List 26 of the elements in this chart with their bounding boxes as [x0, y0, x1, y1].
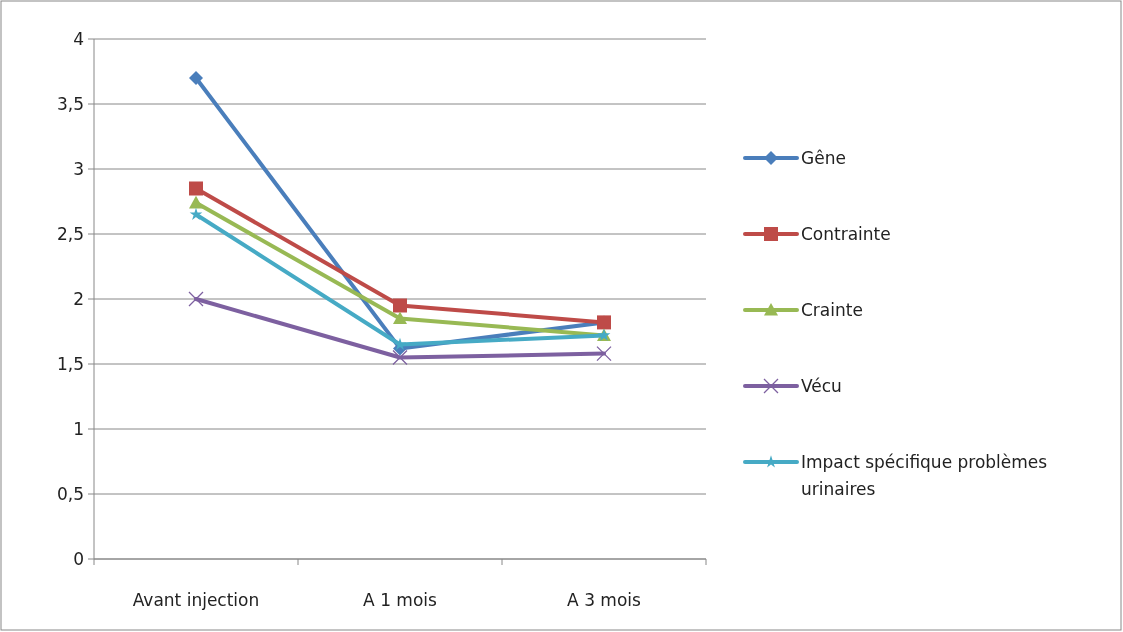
y-tick-label: 0	[73, 548, 84, 569]
legend-label: Vécu	[801, 375, 842, 396]
y-tick-label: 3,5	[56, 93, 84, 114]
legend-label: Crainte	[801, 299, 863, 320]
point	[596, 345, 612, 362]
y-tick-label: 2,5	[56, 223, 84, 244]
legend-label: Contrainte	[801, 223, 891, 244]
point	[188, 291, 204, 307]
x-tick-label: A 1 mois	[363, 590, 438, 610]
y-tick-label: 2	[73, 288, 84, 309]
x-tick-label: A 3 mois	[567, 590, 642, 610]
y-tick-label: 0,5	[56, 483, 84, 504]
x-tick-label: Avant injection	[132, 590, 260, 610]
point	[189, 71, 203, 85]
point	[393, 298, 407, 313]
y-tick-label: 1,5	[56, 353, 84, 374]
point	[189, 195, 203, 209]
y-tick-label: 1	[73, 418, 84, 439]
point	[392, 349, 408, 366]
point	[189, 207, 203, 220]
point	[393, 311, 407, 325]
y-tick-label: 3	[73, 158, 84, 179]
point	[189, 181, 203, 196]
legend-label: Impact spécifique problèmes urinaires	[801, 451, 1048, 500]
legend-label: Gêne	[801, 147, 846, 168]
y-tick-label: 4	[73, 28, 84, 49]
